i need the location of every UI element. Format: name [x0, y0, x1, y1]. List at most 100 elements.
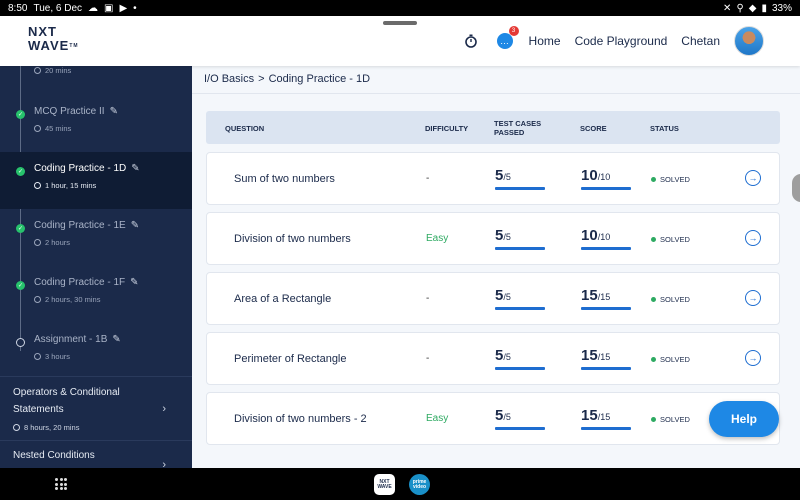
edit-icon[interactable]: ✎	[130, 277, 139, 288]
youtube-icon: ▶	[119, 2, 128, 14]
section-title: Operators & Conditional Statements	[13, 387, 120, 415]
cloud-icon: ☁	[88, 2, 99, 14]
difficulty-label: -	[426, 173, 430, 184]
nav-code-playground-link[interactable]: Code Playground	[574, 34, 668, 48]
nav-home-link[interactable]: Home	[528, 34, 561, 48]
sidebar-item-mcq-practice-ii[interactable]: ✓ MCQ Practice II ✎ 45 mins	[0, 95, 192, 152]
sidebar-item-label: Coding Practice - 1F	[34, 277, 126, 288]
score-value: 15	[581, 287, 598, 304]
battery-icon: ▮	[761, 2, 767, 14]
edit-icon[interactable]: ✎	[109, 106, 118, 117]
tests-progress-bar	[495, 427, 545, 430]
open-question-arrow-icon[interactable]: →	[745, 290, 761, 306]
top-header: NXT WAVETM … 3 Home Code Playground Chet…	[0, 16, 800, 66]
score-total-value: /15	[597, 352, 611, 362]
tests-progress-bar	[495, 247, 545, 250]
sidebar-item-coding-practice-1d[interactable]: ✓ Coding Practice - 1D ✎ 1 hour, 15 mins	[0, 152, 192, 209]
table-row[interactable]: Perimeter of Rectangle - 5/5 15/15 SOLVED →	[206, 332, 780, 385]
test-cases-passed: 5/5	[495, 287, 545, 310]
logo-line1: NXT	[28, 24, 57, 39]
course-sidebar: 20 mins ✓ MCQ Practice II ✎ 45 mins ✓ Cod…	[0, 66, 192, 468]
table-header: QUESTION DIFFICULTY TEST CASES PASSED SCO…	[206, 111, 780, 144]
header-question: QUESTION	[225, 124, 265, 133]
status-label: SOLVED	[660, 295, 690, 304]
status-dot-icon	[651, 177, 656, 182]
status-badge: SOLVED	[651, 235, 690, 244]
completed-check-icon: ✓	[16, 110, 25, 119]
test-cases-passed: 5/5	[495, 407, 545, 430]
score-value: 15	[581, 347, 598, 364]
status-time: 8:50	[8, 2, 28, 14]
header-test-cases: TEST CASES PASSED	[494, 119, 541, 137]
test-cases-passed: 5/5	[495, 347, 545, 370]
difficulty-label: Easy	[426, 233, 449, 244]
difficulty-label: -	[426, 353, 430, 364]
edit-icon[interactable]: ✎	[112, 334, 121, 345]
status-label: SOLVED	[660, 415, 690, 424]
open-question-arrow-icon[interactable]: →	[745, 170, 761, 186]
question-title[interactable]: Perimeter of Rectangle	[234, 353, 347, 365]
status-badge: SOLVED	[651, 355, 690, 364]
sidebar-item-label: Assignment - 1B	[34, 334, 108, 345]
score-total-value: /10	[597, 172, 611, 182]
question-title[interactable]: Division of two numbers	[234, 233, 351, 245]
table-row[interactable]: Division of two numbers Easy 5/5 10/10 SOLVE…	[206, 212, 780, 265]
wifi-icon: ◆	[748, 2, 757, 14]
test-cases-passed: 5/5	[495, 167, 545, 190]
table-row[interactable]: Division of two numbers - 2 Easy 5/5 15/15 S…	[206, 392, 780, 445]
table-row[interactable]: Area of a Rectangle - 5/5 15/15 SOLVED →	[206, 272, 780, 325]
app-drawer-icon[interactable]	[55, 478, 67, 490]
open-question-arrow-icon[interactable]: →	[745, 230, 761, 246]
breadcrumb-current: Coding Practice - 1D	[268, 73, 371, 85]
breadcrumb: I/O Basics > Coding Practice - 1D	[204, 73, 370, 85]
nxtwave-app-icon[interactable]: NXT WAVE	[374, 474, 395, 495]
breadcrumb-separator: >	[258, 73, 265, 85]
edit-icon[interactable]: ✎	[130, 220, 140, 231]
sidebar-item-time: 45 mins	[45, 124, 72, 133]
question-title[interactable]: Area of a Rectangle	[234, 293, 332, 305]
sidebar-section-nested-conditions[interactable]: Nested Conditions ›	[0, 440, 192, 468]
tests-passed-value: 5	[495, 167, 504, 184]
difficulty-label: Easy	[426, 413, 449, 424]
battery-level: 33%	[771, 2, 792, 14]
table-row[interactable]: Sum of two numbers - 5/5 10/10 SOLVED →	[206, 152, 780, 205]
nxtwave-logo[interactable]: NXT WAVETM	[28, 25, 88, 59]
sidebar-item-label: MCQ Practice II	[34, 106, 105, 117]
prime-video-app-icon[interactable]: prime video	[409, 474, 430, 495]
sidebar-item-coding-practice-1f[interactable]: ✓ Coding Practice - 1F ✎ 2 hours, 30 mins	[0, 266, 192, 323]
question-title[interactable]: Division of two numbers - 2	[234, 413, 367, 425]
open-question-arrow-icon[interactable]: →	[745, 350, 761, 366]
section-title: Nested Conditions	[13, 450, 95, 461]
question-title[interactable]: Sum of two numbers	[234, 173, 335, 185]
score-progress-bar	[581, 247, 631, 250]
help-button[interactable]: Help	[709, 401, 779, 437]
clock-icon	[34, 296, 41, 303]
score-progress-bar	[581, 307, 631, 310]
user-name[interactable]: Chetan	[681, 34, 720, 48]
tests-progress-bar	[495, 187, 545, 190]
sidebar-section-operators[interactable]: Operators & Conditional Statements 8 hou…	[0, 376, 192, 440]
tests-total-value: /5	[503, 172, 511, 182]
edge-scroll-handle[interactable]	[792, 174, 800, 202]
header-difficulty: DIFFICULTY	[425, 124, 469, 133]
sidebar-item-coding-practice-1e[interactable]: ✓ Coding Practice - 1E ✎ 2 hours	[0, 209, 192, 266]
clock-icon	[34, 182, 41, 189]
chevron-right-icon: ›	[162, 403, 166, 415]
breadcrumb-parent[interactable]: I/O Basics	[204, 73, 255, 85]
completed-check-icon: ✓	[16, 281, 25, 290]
avatar[interactable]	[734, 26, 764, 56]
sidebar-item-label: Coding Practice - 1E	[34, 220, 126, 231]
score: 15/15	[581, 407, 631, 430]
edit-icon[interactable]: ✎	[131, 163, 140, 174]
timer-icon[interactable]	[461, 31, 481, 51]
sidebar-item-time: 20 mins	[45, 66, 72, 75]
status-dot-icon	[651, 237, 656, 242]
sidebar-partial-item-time: 20 mins	[34, 66, 71, 75]
header-score: SCORE	[580, 124, 607, 133]
completed-check-icon: ✓	[16, 224, 25, 233]
drag-handle[interactable]	[383, 21, 417, 25]
sidebar-item-assignment-1b[interactable]: Assignment - 1B ✎ 3 hours	[0, 323, 192, 380]
notifications-button[interactable]: … 3	[495, 26, 519, 51]
status-label: SOLVED	[660, 355, 690, 364]
score-value: 10	[581, 167, 598, 184]
